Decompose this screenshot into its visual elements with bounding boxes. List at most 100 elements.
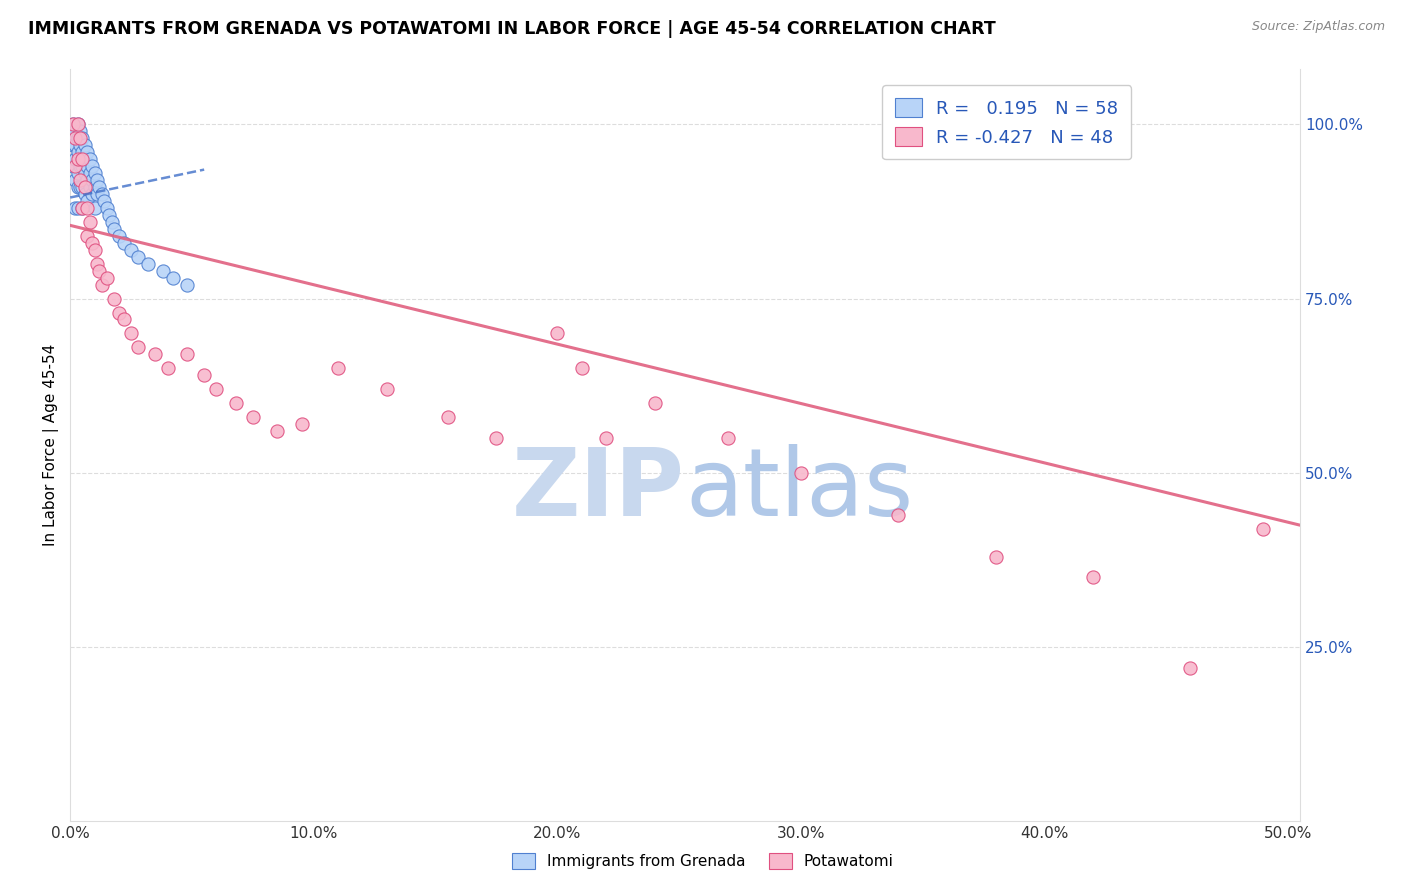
Point (73, 166, 96, 180)
Point (69, 131, 91, 145)
Point (63, 159, 86, 173)
Point (73, 180, 96, 194)
Point (72, 159, 94, 173)
Point (96, 270, 118, 285)
Point (90, 277, 112, 292)
Point (156, 361, 179, 376)
Text: ZIP: ZIP (512, 444, 685, 536)
Point (96, 201, 118, 215)
Point (72, 201, 94, 215)
Point (62, 138, 84, 153)
Point (66, 131, 89, 145)
Point (76, 145, 98, 160)
Point (76, 173, 98, 187)
Point (546, 326, 568, 341)
Point (90, 186, 112, 201)
Point (73, 152, 96, 166)
Point (790, 466, 813, 480)
Point (73, 186, 96, 201)
Point (485, 431, 508, 445)
Point (595, 431, 617, 445)
Point (86, 173, 108, 187)
Point (103, 222, 125, 236)
Point (73, 138, 96, 153)
Point (76, 159, 98, 173)
Point (66, 180, 89, 194)
Legend: Immigrants from Grenada, Potawatomi: Immigrants from Grenada, Potawatomi (506, 847, 900, 875)
Point (242, 410, 264, 425)
Point (63, 131, 86, 145)
Point (62, 117, 84, 131)
Point (225, 396, 247, 410)
Point (83, 201, 105, 215)
Y-axis label: In Labor Force | Age 45-54: In Labor Force | Age 45-54 (44, 343, 59, 546)
Point (72, 145, 94, 160)
Point (69, 173, 91, 187)
Point (103, 292, 125, 306)
Point (83, 166, 105, 180)
Point (205, 382, 228, 396)
Point (63, 173, 86, 187)
Point (1081, 570, 1104, 584)
Point (82, 159, 104, 173)
Point (86, 186, 108, 201)
Point (69, 124, 91, 138)
Point (72, 152, 94, 166)
Point (1180, 661, 1202, 675)
Point (66, 166, 89, 180)
Point (66, 152, 89, 166)
Text: Source: ZipAtlas.com: Source: ZipAtlas.com (1251, 20, 1385, 33)
Point (82, 235, 104, 250)
Point (69, 180, 91, 194)
Point (176, 277, 198, 292)
Point (63, 138, 86, 153)
Point (120, 243, 142, 257)
Point (86, 257, 108, 271)
Point (162, 270, 184, 285)
Point (66, 117, 89, 131)
Point (66, 117, 89, 131)
Point (72, 180, 94, 194)
Point (66, 201, 89, 215)
Point (69, 138, 91, 153)
Legend: R =   0.195   N = 58, R = -0.427   N = 48: R = 0.195 N = 58, R = -0.427 N = 48 (883, 85, 1130, 159)
Point (120, 326, 142, 341)
Point (63, 152, 86, 166)
Point (984, 549, 1007, 564)
Point (79, 215, 101, 229)
Point (66, 145, 89, 160)
Point (145, 347, 167, 361)
Point (83, 180, 105, 194)
Point (62, 159, 84, 173)
Point (290, 417, 312, 431)
Text: IMMIGRANTS FROM GRENADA VS POTAWATOMI IN LABOR FORCE | AGE 45-54 CORRELATION CHA: IMMIGRANTS FROM GRENADA VS POTAWATOMI IN… (28, 20, 995, 37)
Point (136, 257, 159, 271)
Point (100, 215, 122, 229)
Point (112, 235, 135, 250)
Point (266, 424, 288, 438)
Point (69, 159, 91, 173)
Point (375, 382, 398, 396)
Point (108, 305, 131, 319)
Point (76, 201, 98, 215)
Point (193, 368, 215, 383)
Point (72, 201, 94, 215)
Point (89, 180, 111, 194)
Point (717, 431, 740, 445)
Point (83, 243, 105, 257)
Point (76, 228, 98, 243)
Point (82, 173, 104, 187)
Text: atlas: atlas (685, 444, 914, 536)
Point (79, 152, 101, 166)
Point (63, 124, 86, 138)
Point (108, 228, 131, 243)
Point (436, 410, 458, 425)
Point (79, 166, 101, 180)
Point (82, 186, 104, 201)
Point (152, 263, 174, 277)
Point (127, 250, 149, 264)
Point (62, 117, 84, 131)
Point (1253, 522, 1275, 536)
Point (571, 361, 593, 376)
Point (98, 208, 121, 222)
